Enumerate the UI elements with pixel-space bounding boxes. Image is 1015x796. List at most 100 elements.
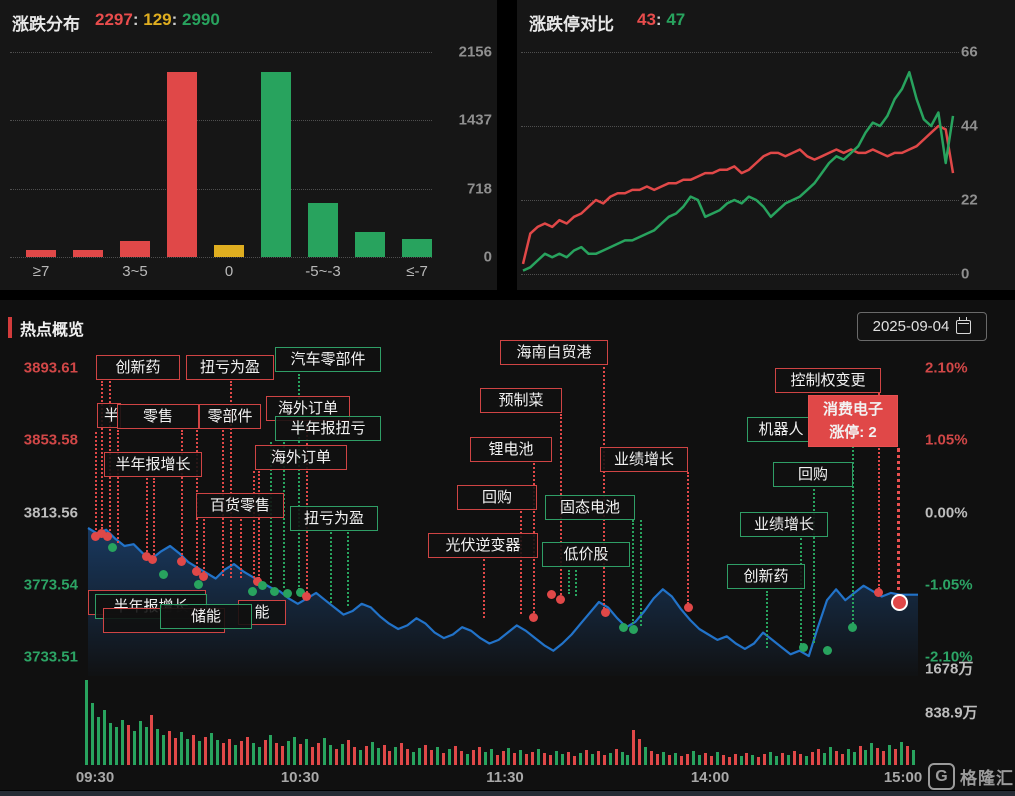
volume-bar: [602, 755, 606, 765]
volume-bar: [572, 756, 576, 765]
volume-bar: [816, 749, 820, 765]
hotspot-tag[interactable]: 零售: [117, 404, 199, 429]
volume-bar: [513, 753, 517, 765]
x-axis-category: ≥7: [32, 263, 50, 280]
hotspot-tag[interactable]: 储能: [160, 604, 252, 629]
hotspot-tag[interactable]: 百货零售: [196, 493, 284, 518]
hotspot-tag[interactable]: 控制权变更: [775, 368, 881, 393]
hotspot-tag[interactable]: 光伏逆变器: [428, 533, 538, 558]
hotspot-tag[interactable]: 创新药: [727, 564, 805, 589]
volume-bar: [120, 720, 124, 765]
volume-bar: [204, 737, 207, 765]
volume-bar: [781, 753, 785, 765]
volume-bar: [614, 749, 618, 765]
event-dot: [798, 642, 808, 652]
hotspot-tag[interactable]: 扭亏为盈: [290, 506, 378, 531]
connector-line: [153, 478, 155, 555]
volume-bar: [763, 754, 767, 765]
event-dot: [269, 586, 279, 596]
volume-bar: [299, 744, 303, 765]
volume-bar: [549, 755, 553, 765]
y-axis-tick: 0: [483, 248, 492, 266]
volume-bar: [150, 715, 154, 765]
event-dot: [890, 593, 908, 611]
hotspot-tag[interactable]: 消费电子 涨停: 2: [808, 395, 898, 447]
hotspot-tag[interactable]: 回购: [457, 485, 537, 510]
volume-bar: [85, 680, 88, 765]
volume-bar: [852, 752, 856, 765]
volume-bar: [691, 751, 695, 765]
volume-bar: [555, 751, 559, 765]
hotspot-tag[interactable]: 半年报增长: [104, 452, 202, 477]
y-axis-tick: 718: [466, 180, 492, 198]
volume-bar: [608, 753, 612, 765]
date-picker-button[interactable]: 2025-09-04: [857, 312, 987, 341]
volume-bar: [418, 748, 422, 765]
connector-line: [878, 393, 880, 589]
event-dot: [295, 587, 305, 597]
distribution-bar: [73, 250, 103, 257]
volume-bar: [352, 747, 356, 765]
volume-bar: [376, 748, 380, 765]
event-dot: [147, 554, 157, 564]
hotspot-tag[interactable]: 创新药: [96, 355, 180, 380]
hotspot-tag[interactable]: 机器人: [747, 417, 815, 442]
volume-bar: [293, 737, 297, 765]
hotspot-tag[interactable]: 业绩增长: [600, 447, 688, 472]
hotspot-tag[interactable]: 回购: [773, 462, 853, 487]
event-dot: [555, 594, 565, 604]
hotspot-tag[interactable]: 业绩增长: [740, 512, 828, 537]
hotspot-tag[interactable]: 固态电池: [545, 495, 635, 520]
percent-axis-label: -1.05%: [925, 576, 973, 594]
volume-bar: [90, 703, 94, 765]
volume-bar: [751, 755, 755, 765]
volume-bar: [364, 746, 368, 765]
percent-axis-label: 1.05%: [925, 431, 968, 449]
price-axis-label: 3893.61: [23, 359, 78, 377]
volume-bar: [257, 747, 261, 765]
volume-bar: [810, 752, 814, 765]
volume-bar: [733, 754, 737, 765]
volume-axis-label: 1678万: [925, 660, 974, 678]
volume-bar: [263, 740, 267, 765]
hotspot-tag[interactable]: 扭亏为盈: [186, 355, 274, 380]
hotspot-tag[interactable]: 汽车零部件: [275, 347, 381, 372]
limit-compare-chart: 66 44 22 0: [517, 0, 1015, 290]
distribution-bar: [308, 202, 338, 257]
hotspot-tag[interactable]: 预制菜: [480, 388, 562, 413]
event-dot: [176, 556, 186, 566]
volume-bar: [543, 753, 547, 765]
gridline: [10, 52, 432, 53]
volume-bar: [757, 757, 761, 765]
volume-bar: [209, 733, 213, 765]
volume-bar: [775, 756, 779, 765]
connector-line: [347, 532, 349, 606]
connector-line: [95, 432, 97, 530]
volume-bar: [311, 747, 315, 765]
volume-bar: [412, 752, 416, 765]
logo-text: 格隆汇: [960, 769, 1014, 788]
hotspot-tag[interactable]: 锂电池: [470, 437, 552, 462]
connector-line: [568, 570, 570, 594]
volume-bar: [715, 752, 719, 765]
hotspot-tag[interactable]: 海南自贸港: [500, 340, 608, 365]
volume-bar: [156, 729, 160, 765]
hotspot-tag[interactable]: 海外订单: [255, 445, 347, 470]
volume-bar: [834, 751, 838, 765]
event-dot: [873, 587, 883, 597]
event-dot: [528, 612, 538, 622]
time-axis-label: 14:00: [690, 769, 730, 786]
event-dot: [90, 531, 100, 541]
connector-line: [687, 472, 689, 604]
connector-line: [230, 381, 232, 578]
volume-bar: [519, 750, 523, 765]
limit-down-count: 47: [666, 10, 686, 29]
time-axis-label: 09:30: [75, 769, 115, 786]
volume-bar: [406, 749, 410, 765]
price-axis-label: 3773.54: [23, 576, 78, 594]
hotspot-tag[interactable]: 低价股: [542, 542, 630, 567]
hotspot-tag[interactable]: 零部件: [199, 404, 261, 429]
volume-bar: [864, 750, 868, 765]
hotspot-tag[interactable]: 半年报扭亏: [275, 416, 381, 441]
volume-bar: [281, 746, 285, 765]
